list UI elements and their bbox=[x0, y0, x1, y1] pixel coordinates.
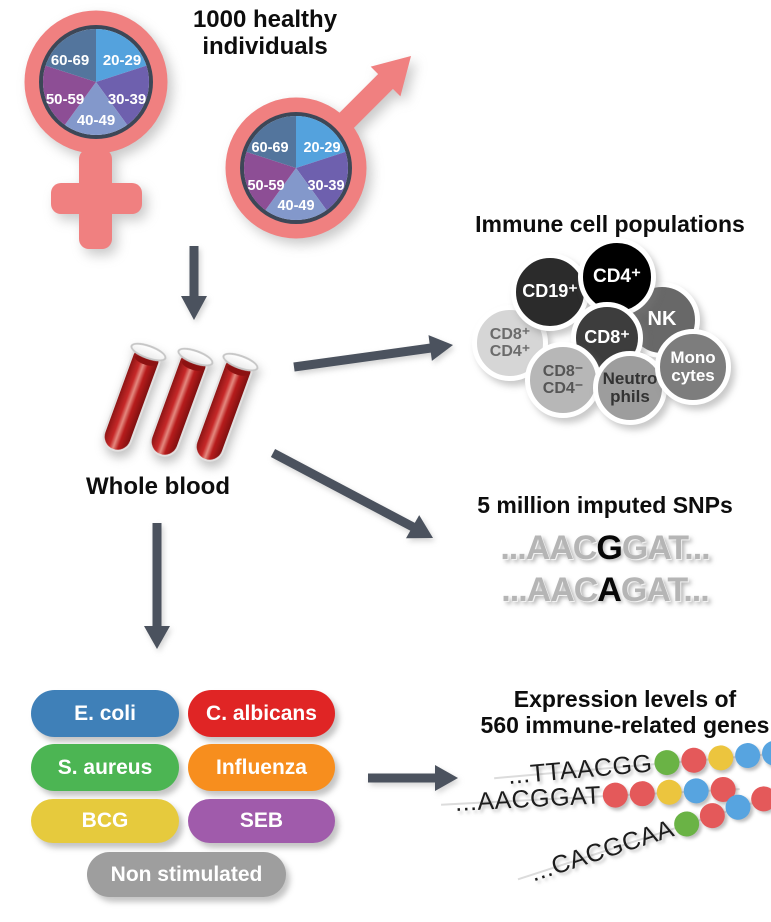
expression-dot bbox=[696, 799, 729, 831]
expression-title-line1: Expression levels of bbox=[513, 686, 737, 712]
expression-dot bbox=[683, 777, 710, 804]
stimulus-seb: SEB bbox=[188, 799, 335, 843]
pie-slice-30-39 bbox=[96, 65, 150, 125]
whole-blood-label: Whole blood bbox=[86, 473, 230, 500]
cohort-title-line1: 1000 healthy bbox=[192, 6, 338, 33]
pie-label-60-69: 60-69 bbox=[51, 52, 89, 69]
snp-allele: G bbox=[596, 529, 622, 567]
snp-pre: ...AAC bbox=[500, 529, 597, 567]
snp-sequences: ...AACGGAT... ...AACAGAT... bbox=[445, 527, 765, 611]
snp-sequence-row: ...AACAGAT... bbox=[445, 569, 765, 611]
expression-dot bbox=[733, 741, 761, 769]
snp-post: GAT... bbox=[620, 571, 710, 609]
pie-slice-50-59 bbox=[42, 65, 96, 125]
female-symbol: 20-29 30-39 40-49 50-59 60-69 bbox=[24, 10, 168, 249]
snp-allele: A bbox=[597, 571, 622, 609]
expression-dot bbox=[706, 743, 735, 771]
pie-label-20-29: 20-29 bbox=[103, 52, 141, 69]
pie-label-20-29: 20-29 bbox=[303, 140, 340, 156]
expression-dot bbox=[656, 778, 683, 805]
expression-dot bbox=[722, 790, 755, 823]
stimulus-bcg: BCG bbox=[31, 799, 179, 843]
male-arrow-head bbox=[370, 56, 411, 97]
snp-post: GAT... bbox=[621, 529, 711, 567]
arrow-blood-to-immune bbox=[293, 335, 453, 372]
expression-dot bbox=[653, 748, 681, 776]
cohort-title-line2: individuals bbox=[202, 33, 328, 60]
expression-title-line2: 560 immune-related genes bbox=[480, 712, 770, 738]
stimulus-influenza: Influenza bbox=[188, 744, 335, 791]
pie-label-40-49: 40-49 bbox=[277, 198, 314, 214]
pie-label-50-59: 50-59 bbox=[247, 178, 284, 194]
pie-slice-20-29 bbox=[296, 116, 346, 168]
expression-dot bbox=[671, 807, 703, 840]
expression-title: Expression levels of 560 immune-related … bbox=[470, 686, 771, 738]
snp-pre: ...AAC bbox=[501, 571, 598, 609]
cell-monocytes: Mono cytes bbox=[655, 329, 731, 405]
expression-dot bbox=[629, 780, 656, 807]
stimulus-ecoli: E. coli bbox=[31, 690, 179, 737]
arrow-blood-to-stimuli bbox=[144, 523, 170, 649]
pie-label-60-69: 60-69 bbox=[251, 140, 288, 156]
arrow-blood-to-snps bbox=[270, 449, 433, 539]
expression-dot bbox=[748, 782, 771, 815]
pie-slice-50-59 bbox=[243, 151, 296, 211]
pie-slice-40-49 bbox=[64, 82, 128, 136]
snp-sequence-row: ...AACGGAT... bbox=[445, 527, 765, 569]
blood-tubes bbox=[98, 338, 275, 475]
pie-slice-30-39 bbox=[296, 151, 349, 211]
arrow-stimuli-to-expression bbox=[368, 765, 458, 791]
cell-cd19: CD19⁺ bbox=[511, 253, 589, 331]
cell-cd8neg-cd4neg: CD8⁻ CD4⁻ bbox=[525, 342, 601, 418]
female-cross-bar bbox=[51, 183, 142, 214]
pie-label-30-39: 30-39 bbox=[108, 91, 146, 108]
pie-slice-60-69 bbox=[246, 116, 296, 168]
pie-slice-40-49 bbox=[265, 168, 327, 220]
pie-slice-60-69 bbox=[45, 29, 96, 82]
stimulus-nonstimulated: Non stimulated bbox=[87, 852, 286, 897]
pie-label-50-59: 50-59 bbox=[46, 91, 84, 108]
male-symbol: 20-29 30-39 40-49 50-59 60-69 bbox=[225, 56, 411, 239]
pie-label-30-39: 30-39 bbox=[307, 178, 344, 194]
female-age-pie: 20-29 30-39 40-49 50-59 60-69 bbox=[42, 29, 150, 136]
pie-label-40-49: 40-49 bbox=[77, 112, 115, 129]
expression-dot bbox=[760, 739, 771, 767]
expression-dot bbox=[680, 746, 708, 774]
snps-title: 5 million imputed SNPs bbox=[477, 492, 733, 518]
immune-title: Immune cell populations bbox=[475, 211, 745, 237]
stimulus-saureus: S. aureus bbox=[31, 744, 179, 791]
male-age-pie: 20-29 30-39 40-49 50-59 60-69 bbox=[243, 116, 349, 220]
expression-dot bbox=[602, 781, 629, 808]
cell-neutrophils: Neutro phils bbox=[593, 351, 667, 425]
pie-slice-20-29 bbox=[96, 29, 147, 82]
arrow-symbols-to-blood bbox=[181, 246, 207, 320]
stimulus-calbicans: C. albicans bbox=[188, 690, 335, 737]
cohort-title: 1000 healthy individuals bbox=[150, 6, 380, 60]
